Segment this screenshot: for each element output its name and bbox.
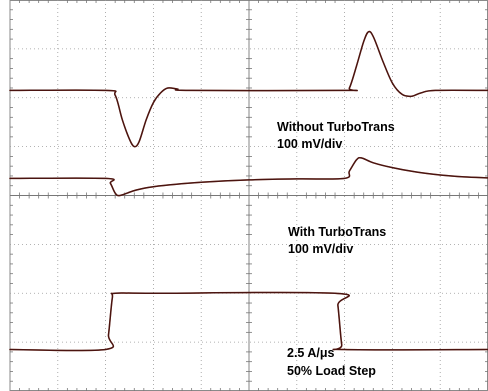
trace-load <box>9 291 488 352</box>
label-load-rate: 2.5 A/μs <box>287 346 335 360</box>
label-without-title: Without TurboTrans <box>277 120 395 134</box>
trace-with <box>9 156 488 197</box>
label-load-step: 50% Load Step <box>287 364 376 378</box>
trace-without <box>9 30 488 148</box>
label-with-title: With TurboTrans <box>288 225 386 239</box>
traces <box>9 30 488 352</box>
graticule <box>9 0 488 391</box>
trace-labels: Without TurboTrans 100 mV/div With Turbo… <box>277 120 395 378</box>
label-without-scale: 100 mV/div <box>277 137 342 151</box>
label-with-scale: 100 mV/div <box>288 242 353 256</box>
